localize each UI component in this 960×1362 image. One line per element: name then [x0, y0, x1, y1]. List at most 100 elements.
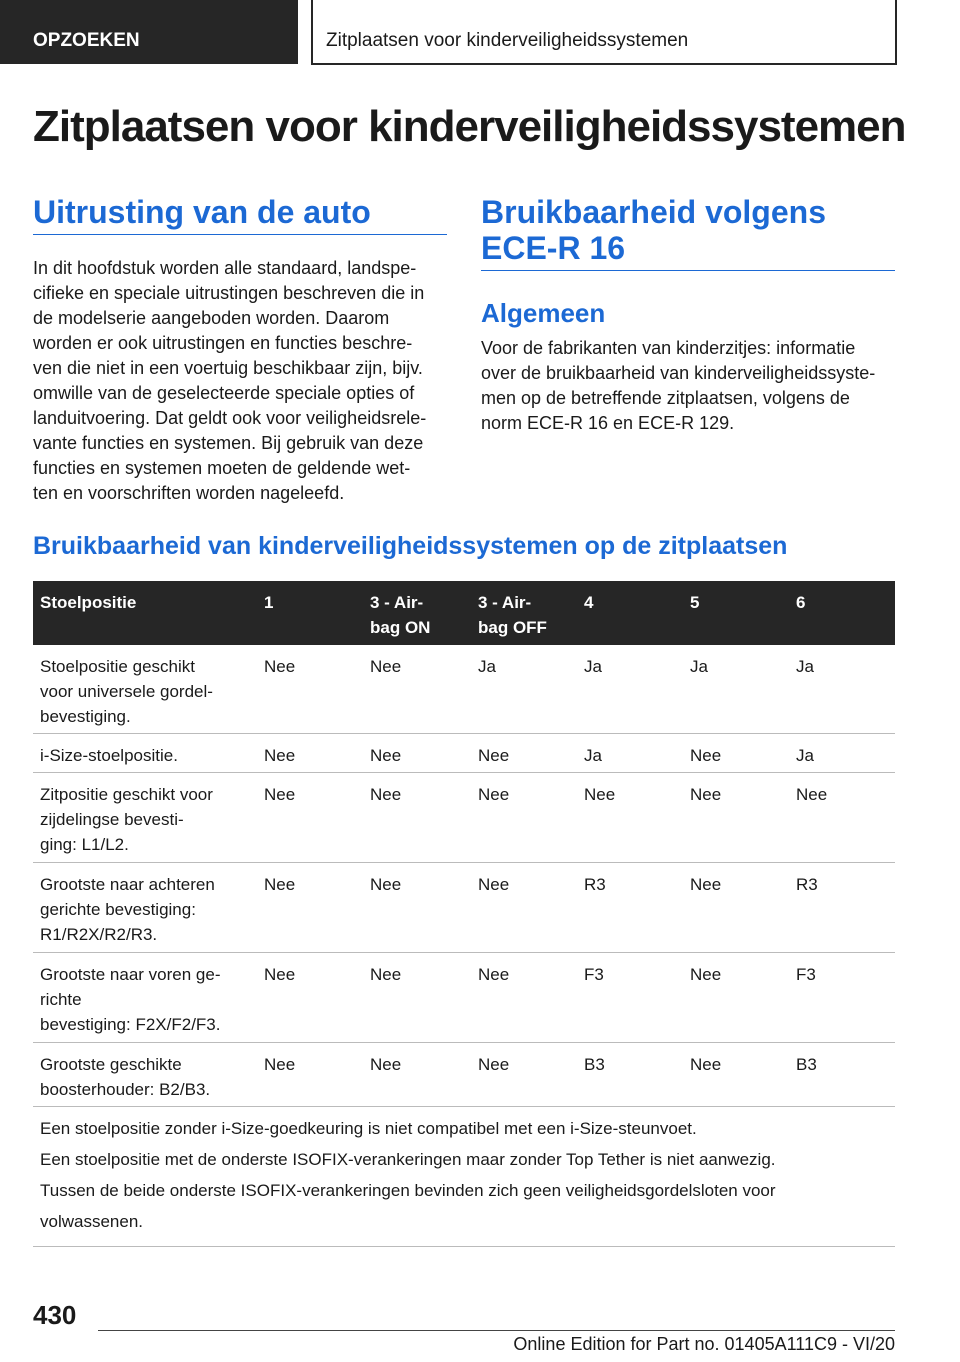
left-heading: Uitrusting van de auto — [33, 194, 371, 230]
text-line: Ja — [690, 657, 708, 676]
table-row: Stoelpositie geschikt voor universele gor… — [33, 645, 895, 734]
text-line: F3 — [796, 964, 816, 984]
text-line: Nee — [690, 874, 722, 894]
table-row: Grootste geschikte boosterhouder: B2/B3. N… — [33, 1042, 895, 1107]
text-line: Nee — [264, 784, 296, 804]
section-heading: Bruikbaarheid van kinderveiligheidssyste… — [33, 532, 788, 560]
table-cell: Nee — [683, 1042, 789, 1107]
table-cell: Grootste geschikte boosterhouder: B2/B3. — [33, 1042, 257, 1107]
table-row: Zitpositie geschikt voor zijdelingse beve… — [33, 772, 895, 863]
table-cell: Ja — [789, 645, 895, 734]
table-cell: B3 — [789, 1042, 895, 1107]
table-cell: Ja — [683, 645, 789, 734]
text-line: Nee — [584, 784, 616, 804]
table-cell: Ja — [471, 645, 577, 734]
table-cell: Nee — [363, 772, 471, 863]
text-line: Nee — [264, 964, 296, 984]
text-line: Stoelpositie — [40, 593, 137, 612]
text-line: bag OFF — [478, 618, 547, 637]
text-line: ven die niet in een voertuig beschikbaar… — [33, 358, 423, 378]
text-line: Grootste naar voren ge- — [40, 964, 221, 984]
table-cell: Nee — [683, 772, 789, 863]
page-title: Zitplaatsen voor kinderveiligheidssystem… — [33, 102, 907, 151]
table-cell: Nee — [257, 1042, 363, 1107]
text-line: i-Size-stoelpositie. — [40, 745, 178, 765]
table-cell: Nee — [257, 733, 363, 773]
table-cell: Nee — [471, 952, 577, 1043]
notes-row: Een stoelpositie zonder i-Size-goedkeuri… — [33, 1106, 895, 1247]
text-line: boosterhouder: B2/B3. — [40, 1079, 211, 1099]
table-cell: Nee — [683, 733, 789, 773]
text-line: Nee — [370, 1054, 402, 1074]
table-cell: Zitpositie geschikt voor zijdelingse beve… — [33, 772, 257, 863]
note: Een stoelpositie zonder i-Size-goedkeuri… — [40, 1116, 888, 1141]
table-cell: B3 — [577, 1042, 683, 1107]
text-line: ten en voorschriften worden nageleefd. — [33, 483, 345, 503]
table-cell: Grootste naar achteren gerichte bevestigi… — [33, 862, 257, 953]
text-line: Ja — [584, 657, 602, 676]
text-line: worden er ook uitrustingen en functies b… — [33, 333, 413, 353]
table-cell: i-Size-stoelpositie. — [33, 733, 257, 773]
text-line: Stoelpositie geschikt — [40, 657, 195, 676]
text-line: R3 — [796, 874, 818, 894]
table-row: Grootste naar voren ge-richte bevestiging… — [33, 952, 895, 1043]
text-line: ECE-R 16 — [481, 230, 626, 266]
text-line: bevestiging: F2X/F2/F3. — [40, 1014, 221, 1034]
right-paragraph: Voor de fabrikanten van kinderzitjes: in… — [481, 336, 875, 436]
text-line: functies en systemen moeten de geldende … — [33, 458, 411, 478]
text-line: volwassenen. — [40, 1211, 144, 1231]
text-line: Nee — [370, 874, 402, 894]
table-cell: Nee — [363, 862, 471, 953]
table-cell: Nee — [789, 772, 895, 863]
text-line: Nee — [796, 784, 828, 804]
text-line: ging: L1/L2. — [40, 834, 129, 854]
table: Stoelpositie 1 3 - Air-bag ON 3 - Air-bag O… — [33, 581, 895, 1247]
left-paragraph: In dit hoofdstuk worden alle standaard, … — [33, 256, 426, 506]
text-line: Nee — [264, 874, 296, 894]
text-line: Nee — [264, 1054, 296, 1074]
header-cell: 3 - Air-bag OFF — [471, 581, 577, 645]
header-cell: Stoelpositie — [33, 581, 257, 645]
header-cell: 6 — [789, 581, 895, 645]
text-line: Nee — [478, 964, 510, 984]
text-line: Nee — [370, 784, 402, 804]
text-line: gerichte bevestiging: — [40, 899, 196, 919]
text-line: F3 — [584, 964, 604, 984]
table-cell: Nee — [257, 645, 363, 734]
header-cell: 4 — [577, 581, 683, 645]
text-line: Tussen de beide onderste ISOFIX-veranker… — [40, 1180, 776, 1200]
text-line: In dit hoofdstuk worden alle standaard, … — [33, 258, 417, 278]
text-line: Zitpositie geschikt voor — [40, 784, 213, 804]
text-line: 3 - Air- — [370, 593, 424, 612]
text-line: men op de betreffende zitplaatsen, volge… — [481, 388, 850, 408]
table-cell: F3 — [789, 952, 895, 1043]
table-cell: Nee — [257, 862, 363, 953]
text-line: Ja — [796, 745, 814, 765]
text-line: bevestiging. — [40, 707, 131, 726]
text-line: Nee — [478, 874, 510, 894]
table-cell: Nee — [257, 772, 363, 863]
note: Tussen de beide onderste ISOFIX-veranker… — [40, 1178, 888, 1234]
table-cell: Nee — [471, 772, 577, 863]
text-line: landuitvoering. Dat geldt ook voor veili… — [33, 408, 427, 428]
text-line: 5 — [690, 593, 700, 612]
text-line: B3 — [796, 1054, 817, 1074]
text-line: Nee — [478, 745, 510, 765]
text-line: Bruikbaarheid volgens — [481, 194, 826, 230]
table-cell: Nee — [471, 1042, 577, 1107]
table-cell: Ja — [789, 733, 895, 773]
subheading: Algemeen — [481, 298, 606, 328]
header-tab — [0, 0, 298, 64]
table-row: Grootste naar achteren gerichte bevestigi… — [33, 862, 895, 953]
header-cell: 3 - Air-bag ON — [363, 581, 471, 645]
page-number: 430 — [33, 1300, 77, 1330]
text-line: vante functies en systemen. Bij gebruik … — [33, 433, 424, 453]
text-line: Nee — [690, 745, 722, 765]
text-line: norm ECE-R 16 en ECE-R 129. — [481, 413, 735, 433]
text-line: Ja — [584, 745, 602, 765]
text-line: Voor de fabrikanten van kinderzitjes: in… — [481, 338, 856, 358]
text-line: Ja — [796, 657, 814, 676]
header-box — [311, 0, 897, 65]
table-row: i-Size-stoelpositie. Nee Nee Nee Ja Nee Ja — [33, 733, 895, 773]
